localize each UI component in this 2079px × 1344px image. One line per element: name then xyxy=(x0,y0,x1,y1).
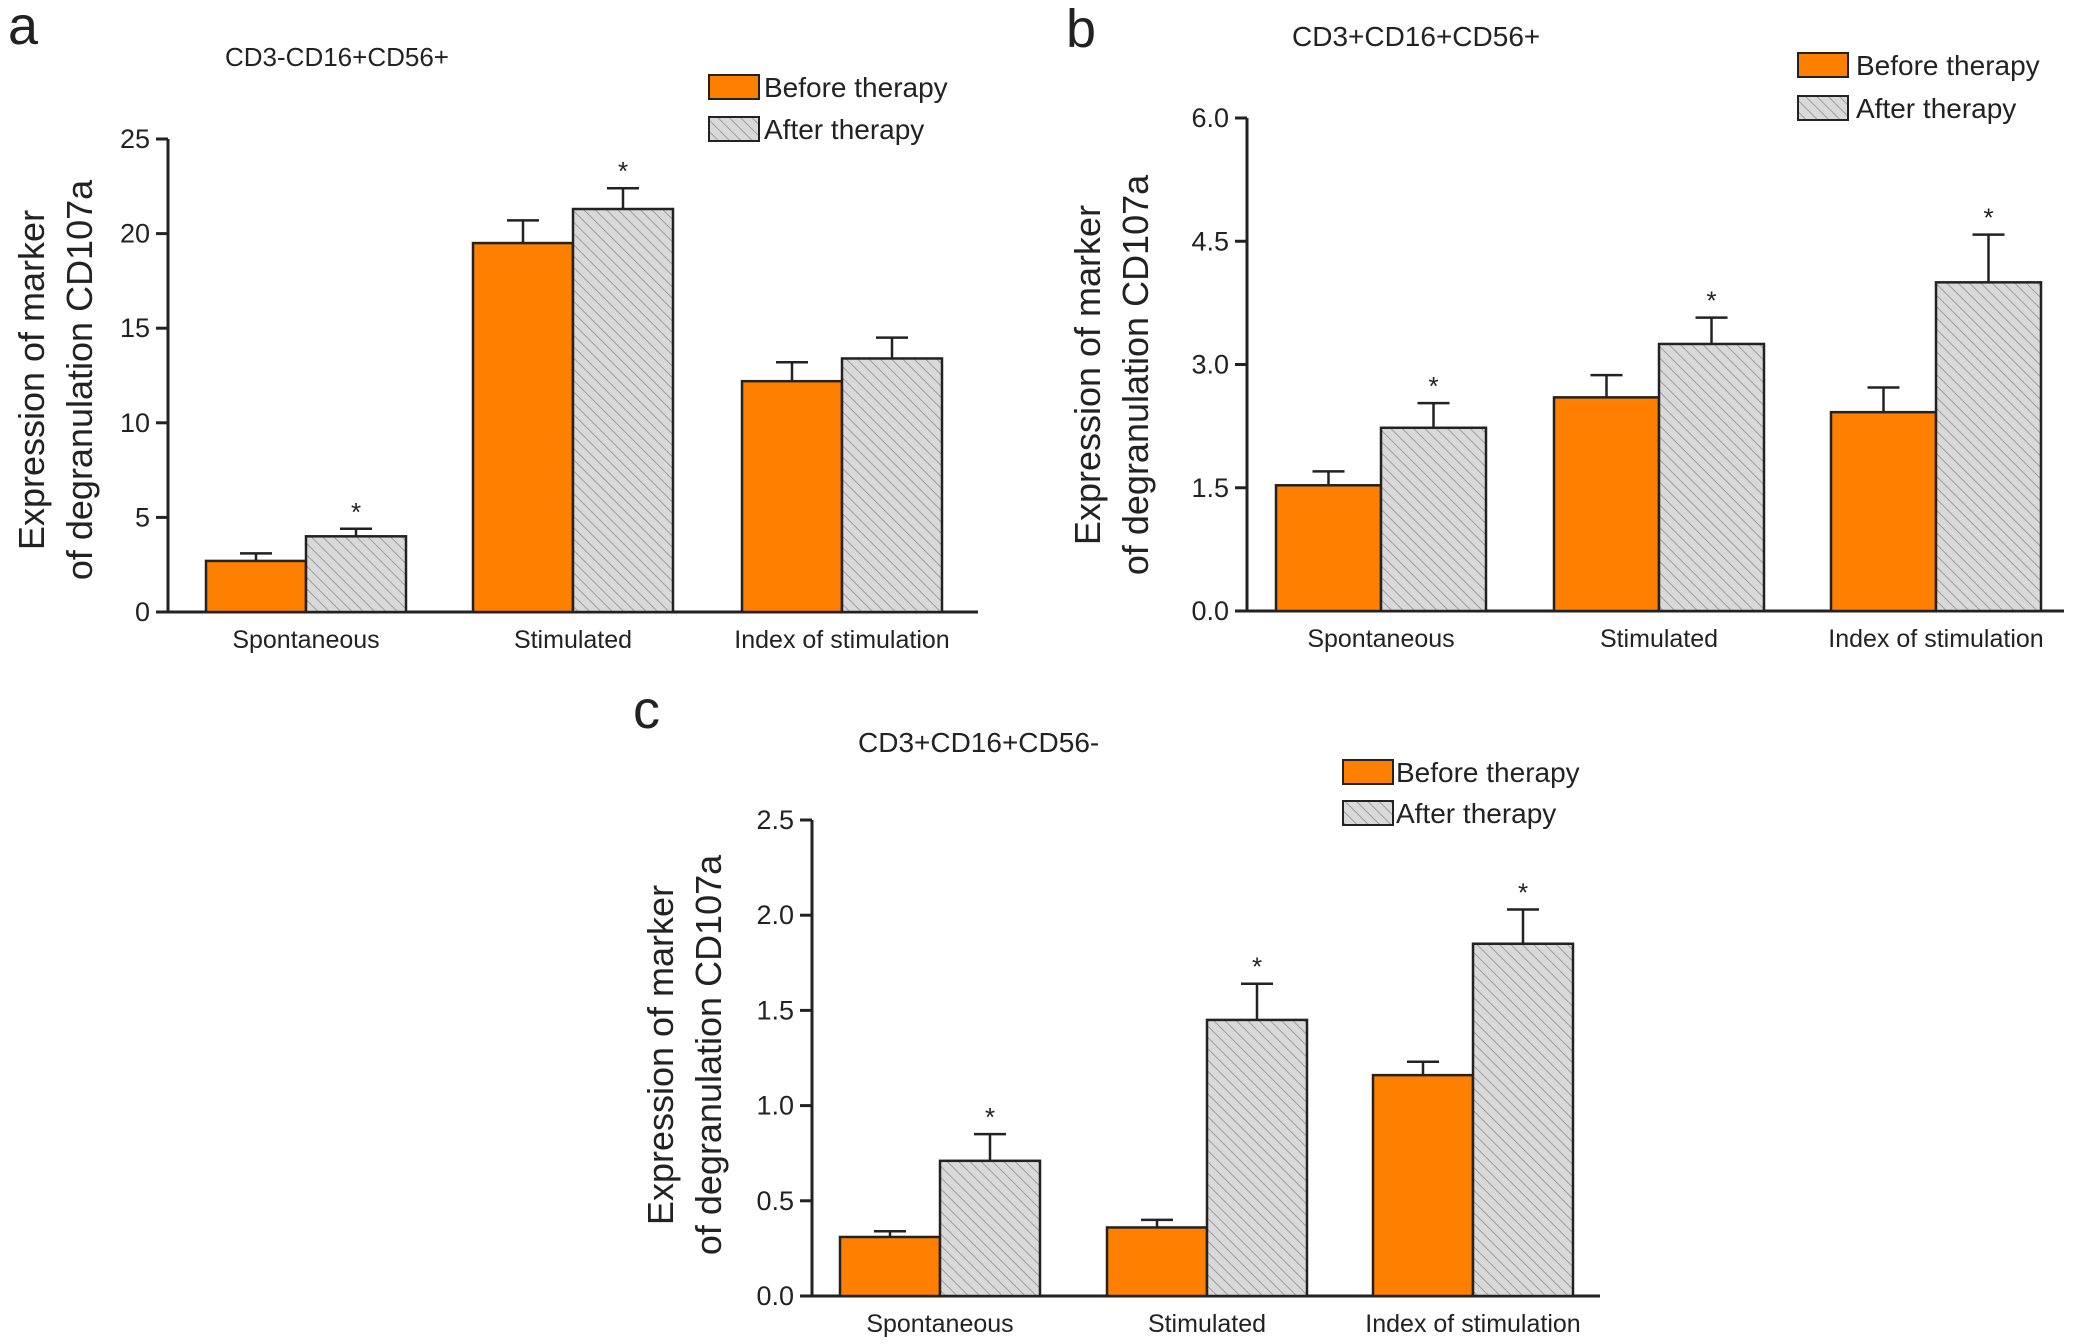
panel-a: a CD3-CD16+CD56+ Expression of marker of… xyxy=(8,0,978,654)
x-tick-label-c: Stimulated xyxy=(1148,1310,1266,1338)
y-tick-label-b: 6.0 xyxy=(1191,103,1229,133)
bar-after-a xyxy=(840,357,944,614)
x-tick-label-b: Stimulated xyxy=(1600,625,1718,653)
legend-before-swatch-c xyxy=(1342,759,1394,785)
legend-before-label-b: Before therapy xyxy=(1856,50,2040,81)
y-tick-label-b: 1.5 xyxy=(1191,473,1229,503)
legend-b: Before therapy After therapy xyxy=(1797,50,2040,124)
y-tick-label-b: 4.5 xyxy=(1191,226,1229,256)
bar-before-c xyxy=(1371,1073,1475,1298)
y-tick-label-c: 2.5 xyxy=(756,805,794,835)
legend-after-swatch-b xyxy=(1797,95,1849,121)
significance-star-b: * xyxy=(1983,203,1993,233)
legend-after-swatch-a xyxy=(708,116,760,142)
y-tick-label-a: 10 xyxy=(120,408,150,438)
y-tick-label-c: 1.0 xyxy=(756,1091,794,1121)
legend-before-label-a: Before therapy xyxy=(764,72,948,103)
legend-before-label-c: Before therapy xyxy=(1396,757,1580,788)
significance-star-b: * xyxy=(1706,286,1716,316)
legend-after-swatch-c xyxy=(1342,800,1394,826)
significance-star-c: * xyxy=(985,1102,995,1132)
x-tick-label-a: Index of stimulation xyxy=(734,626,949,654)
bar-after-b xyxy=(1379,426,1488,613)
bar-before-c xyxy=(1105,1226,1209,1298)
legend-after-label-c: After therapy xyxy=(1396,798,1556,829)
legend-after-label-b: After therapy xyxy=(1856,93,2016,124)
y-axis-label-b-line2: of degranulation CD107a xyxy=(1115,174,1156,575)
panel-c: c CD3+CD16+CD56- Expression of marker of… xyxy=(633,680,1600,1338)
panel-b: b CD3+CD16+CD56+ Expression of marker of… xyxy=(1066,0,2064,653)
chart-title-a: CD3-CD16+CD56+ xyxy=(225,42,449,72)
y-tick-label-c: 0.0 xyxy=(756,1281,794,1311)
legend-before-swatch-a xyxy=(708,74,760,100)
y-tick-label-c: 0.5 xyxy=(756,1186,794,1216)
x-tick-label-a: Stimulated xyxy=(514,626,632,654)
chart-title-b: CD3+CD16+CD56+ xyxy=(1292,21,1540,52)
bar-after-c xyxy=(1471,942,1575,1298)
legend-before-swatch-b xyxy=(1797,52,1849,78)
y-tick-label-a: 20 xyxy=(120,219,150,249)
y-tick-label-a: 5 xyxy=(135,502,150,532)
significance-star-c: * xyxy=(1252,952,1262,982)
panel-letter-b: b xyxy=(1066,0,1096,59)
panel-letter-a: a xyxy=(8,0,39,56)
bar-before-b xyxy=(1829,410,1938,613)
bar-before-c xyxy=(838,1235,942,1298)
bar-before-a xyxy=(204,559,308,614)
chart-title-c: CD3+CD16+CD56- xyxy=(858,727,1099,758)
significance-star-b: * xyxy=(1428,371,1438,401)
x-tick-label-a: Spontaneous xyxy=(232,626,379,654)
bar-before-b xyxy=(1552,396,1661,613)
y-tick-label-a: 0 xyxy=(135,597,150,627)
y-tick-label-a: 25 xyxy=(120,124,150,154)
y-axis-label-b-line1: Expression of marker xyxy=(1067,205,1108,545)
y-tick-label-b: 3.0 xyxy=(1191,350,1229,380)
x-tick-label-c: Spontaneous xyxy=(866,1310,1013,1338)
legend-after-label-a: After therapy xyxy=(764,114,924,145)
y-tick-label-c: 1.5 xyxy=(756,995,794,1025)
bar-after-a xyxy=(571,207,675,614)
plot-c: 0.0 0.5 1.0 1.5 2.0 2.5 * Spontaneous * Stimulate… xyxy=(756,805,1600,1338)
bar-before-b xyxy=(1274,484,1383,613)
y-axis-label-c-line1: Expression of marker xyxy=(640,885,681,1225)
x-tick-label-b: Index of stimulation xyxy=(1828,625,2043,653)
significance-star-c: * xyxy=(1518,877,1528,907)
significance-star-a: * xyxy=(351,497,361,527)
y-axis-label-c-line2: of degranulation CD107a xyxy=(688,854,729,1255)
y-tick-label-c: 2.0 xyxy=(756,900,794,930)
x-tick-label-b: Spontaneous xyxy=(1307,625,1454,653)
y-tick-label-a: 15 xyxy=(120,313,150,343)
plot-b: 0.0 1.5 3.0 4.5 6.0 * Spontaneous * Stimulated * I… xyxy=(1191,103,2064,653)
y-tick-label-b: 0.0 xyxy=(1191,596,1229,626)
panel-letter-c: c xyxy=(633,680,660,740)
bar-after-b xyxy=(1934,281,2043,613)
bar-after-c xyxy=(1205,1018,1309,1298)
plot-a: 0 5 10 15 20 25 * Spontaneous * Stimulated Index o… xyxy=(120,124,978,654)
significance-star-a: * xyxy=(618,156,628,186)
y-axis-label-a-line2: of degranulation CD107a xyxy=(59,179,100,580)
bar-before-a xyxy=(740,379,844,614)
bar-after-c xyxy=(938,1159,1042,1298)
bar-before-a xyxy=(471,241,575,614)
x-tick-label-c: Index of stimulation xyxy=(1365,1310,1580,1338)
legend-c: Before therapy After therapy xyxy=(1342,757,1580,829)
bar-after-a xyxy=(304,535,408,614)
bar-after-b xyxy=(1657,342,1766,613)
legend-a: Before therapy After therapy xyxy=(708,72,948,145)
y-axis-label-a-line1: Expression of marker xyxy=(11,210,52,550)
